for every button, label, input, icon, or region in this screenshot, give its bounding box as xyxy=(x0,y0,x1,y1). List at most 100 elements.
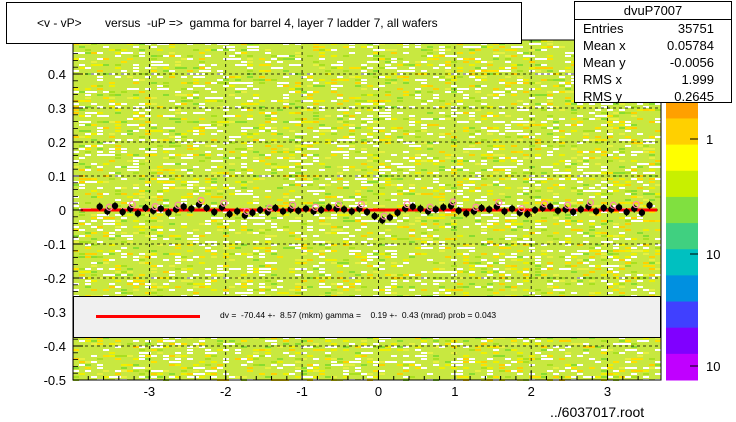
heatmap-cell xyxy=(223,265,229,267)
heatmap-cell xyxy=(205,70,211,72)
heatmap-cell xyxy=(361,82,367,84)
heatmap-cell xyxy=(181,88,187,90)
heatmap-cell xyxy=(331,259,337,261)
heatmap-cell xyxy=(445,271,451,273)
heatmap-cell xyxy=(385,136,391,138)
heatmap-cell xyxy=(79,271,85,273)
heatmap-cell xyxy=(631,376,637,378)
heatmap-cell xyxy=(451,79,457,81)
heatmap-cell xyxy=(577,181,583,183)
heatmap-cell xyxy=(241,127,247,129)
heatmap-cell xyxy=(337,205,343,207)
heatmap-cell xyxy=(247,367,253,369)
heatmap-cell xyxy=(331,127,337,129)
heatmap-cell xyxy=(277,157,283,159)
heatmap-cell xyxy=(451,220,457,222)
heatmap-cell xyxy=(397,346,403,348)
heatmap-cell xyxy=(589,112,595,114)
heatmap-cell xyxy=(325,139,331,141)
heatmap-cell xyxy=(487,223,493,225)
heatmap-cell xyxy=(73,196,79,198)
heatmap-cell xyxy=(649,265,655,267)
heatmap-cell xyxy=(187,193,193,195)
heatmap-cell xyxy=(193,292,199,294)
heatmap-cell xyxy=(337,85,343,87)
heatmap-cell xyxy=(571,112,577,114)
heatmap-cell xyxy=(259,256,265,258)
heatmap-cell xyxy=(391,118,397,120)
heatmap-cell xyxy=(535,256,541,258)
heatmap-cell xyxy=(637,286,643,288)
heatmap-cell xyxy=(643,247,649,249)
heatmap-cell xyxy=(487,115,493,117)
heatmap-cell xyxy=(481,376,487,378)
heatmap-cell xyxy=(79,163,85,165)
heatmap-cell xyxy=(259,109,265,111)
heatmap-cell xyxy=(271,340,277,342)
heatmap-cell xyxy=(265,250,271,252)
heatmap-cell xyxy=(373,121,379,123)
heatmap-cell xyxy=(517,223,523,225)
heatmap-cell xyxy=(493,172,499,174)
heatmap-cell xyxy=(97,358,103,360)
heatmap-cell xyxy=(253,157,259,159)
heatmap-cell xyxy=(313,265,319,267)
heatmap-cell xyxy=(655,229,661,231)
heatmap-cell xyxy=(391,253,397,255)
heatmap-cell xyxy=(421,70,427,72)
heatmap-cell xyxy=(487,337,493,339)
heatmap-cell xyxy=(613,289,619,291)
heatmap-cell xyxy=(397,43,403,45)
heatmap-cell xyxy=(397,88,403,90)
heatmap-cell xyxy=(385,223,391,225)
heatmap-cell xyxy=(403,64,409,66)
heatmap-cell xyxy=(619,370,625,372)
heatmap-cell xyxy=(151,178,157,180)
heatmap-cell xyxy=(157,346,163,348)
heatmap-cell xyxy=(121,265,127,267)
heatmap-cell xyxy=(565,70,571,72)
heatmap-cell xyxy=(469,118,475,120)
heatmap-cell xyxy=(205,187,211,189)
heatmap-cell xyxy=(97,133,103,135)
heatmap-cell xyxy=(457,103,463,105)
heatmap-cell xyxy=(265,49,271,51)
heatmap-cell xyxy=(499,253,505,255)
heatmap-cell xyxy=(223,253,229,255)
heatmap-cell xyxy=(589,172,595,174)
heatmap-cell xyxy=(193,79,199,81)
heatmap-cell xyxy=(421,226,427,228)
heatmap-cell xyxy=(487,373,493,375)
heatmap-cell xyxy=(97,94,103,96)
heatmap-cell xyxy=(187,184,193,186)
heatmap-cell xyxy=(541,358,547,360)
heatmap-cell xyxy=(589,223,595,225)
heatmap-cell xyxy=(541,46,547,48)
heatmap-cell xyxy=(499,148,505,150)
heatmap-cell xyxy=(631,220,637,222)
heatmap-cell xyxy=(571,202,577,204)
heatmap-cell xyxy=(367,109,373,111)
heatmap-cell xyxy=(469,142,475,144)
heatmap-cell xyxy=(403,79,409,81)
heatmap-cell xyxy=(535,274,541,276)
profile-point-open xyxy=(449,198,457,206)
heatmap-cell xyxy=(505,256,511,258)
heatmap-cell xyxy=(409,184,415,186)
heatmap-cell xyxy=(475,70,481,72)
heatmap-cell xyxy=(355,178,361,180)
x-tick-label: -2 xyxy=(220,384,232,399)
heatmap-cell xyxy=(337,262,343,264)
heatmap-cell xyxy=(571,271,577,273)
heatmap-cell xyxy=(385,67,391,69)
heatmap-cell xyxy=(97,262,103,264)
heatmap-cell xyxy=(499,91,505,93)
heatmap-cell xyxy=(475,223,481,225)
heatmap-cell xyxy=(625,229,631,231)
heatmap-cell xyxy=(553,376,559,378)
heatmap-cell xyxy=(151,220,157,222)
heatmap-cell xyxy=(79,241,85,243)
heatmap-cell xyxy=(169,109,175,111)
heatmap-cell xyxy=(493,244,499,246)
heatmap-cell xyxy=(373,118,379,120)
